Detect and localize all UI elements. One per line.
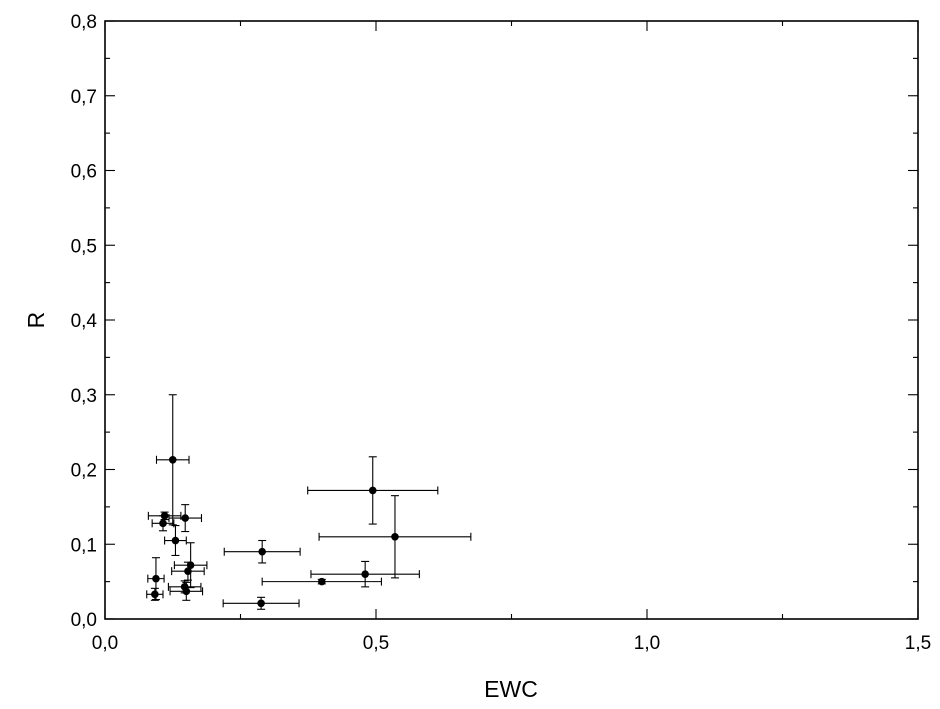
x-axis-ticks: 0,0 0,5 1,0 1,5	[92, 21, 931, 654]
y-axis-title: R	[23, 312, 49, 329]
data-point	[159, 519, 167, 528]
x-tick-label: 0,0	[92, 633, 118, 654]
data-point	[181, 514, 190, 522]
x-tick-label: 0,5	[363, 633, 389, 654]
data-point	[186, 561, 195, 569]
y-tick-label: 0,0	[71, 610, 97, 631]
y-tick-label: 0,8	[71, 12, 97, 33]
data-point	[168, 455, 177, 464]
y-tick-label: 0,7	[71, 87, 97, 108]
data-point	[171, 536, 180, 545]
y-tick-label: 0,6	[71, 162, 97, 183]
data-point	[318, 577, 326, 586]
data-point	[182, 587, 191, 596]
data-point	[257, 599, 265, 608]
data-point	[151, 590, 159, 599]
data-point	[184, 567, 192, 575]
y-tick-label: 0,1	[71, 535, 97, 556]
data-point	[391, 532, 399, 541]
y-tick-label: 0,5	[71, 236, 97, 257]
x-axis-title: EWC	[484, 676, 538, 702]
data-point	[368, 486, 377, 495]
data-point	[258, 547, 266, 556]
y-tick-label: 0,4	[71, 311, 98, 332]
data-point	[152, 574, 160, 583]
x-tick-label: 1,5	[905, 633, 931, 654]
plot-frame	[104, 20, 919, 620]
y-axis-ticks: 0,0 0,1 0,2 0,3 0,4 0,5 0,6 0,7 0,8	[71, 12, 918, 631]
x-tick-label: 1,0	[634, 633, 660, 654]
data-point	[361, 570, 369, 578]
data-points	[151, 455, 399, 608]
data-point	[160, 512, 169, 520]
y-tick-label: 0,2	[71, 461, 97, 482]
y-tick-label: 0,3	[71, 386, 97, 407]
error-bars	[146, 394, 472, 610]
